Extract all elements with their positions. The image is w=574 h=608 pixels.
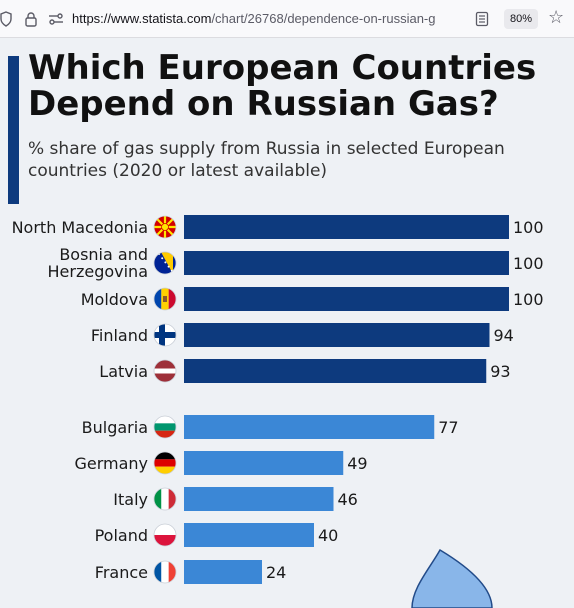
bar (184, 323, 490, 347)
browser-address-bar: https://www.statista.com/chart/26768/dep… (0, 0, 574, 38)
bar (184, 487, 334, 511)
bar (184, 251, 509, 275)
value-label: 24 (266, 563, 286, 582)
url-host: https://www.statista.com (72, 11, 212, 26)
category-label: Moldova (81, 290, 148, 309)
value-label: 49 (347, 454, 367, 473)
latvia-flag-icon (153, 359, 177, 383)
category-label: Finland (91, 326, 148, 345)
value-label: 46 (338, 490, 358, 509)
lock-icon[interactable] (24, 10, 38, 28)
value-label: 77 (438, 418, 458, 437)
category-label: Italy (113, 490, 148, 509)
italy-flag-icon (153, 487, 177, 511)
bar (184, 359, 487, 383)
value-label: 94 (494, 326, 514, 345)
bar (184, 415, 435, 439)
gas-drop-graphic (411, 548, 493, 608)
value-label: 40 (318, 526, 338, 545)
category-label: Poland (95, 526, 148, 545)
shield-icon[interactable] (0, 10, 12, 28)
bookmark-star-icon[interactable]: ☆ (548, 7, 565, 28)
finland-flag-icon (153, 323, 177, 347)
bulgaria-flag-icon (153, 415, 177, 439)
poland-flag-icon (153, 523, 177, 547)
url-path: /chart/26768/dependence-on-russian-g (211, 11, 436, 26)
value-label: 100 (513, 254, 544, 273)
value-label: 93 (490, 362, 510, 381)
zoom-level-button[interactable]: 80% (504, 9, 539, 29)
category-label: France (95, 563, 148, 582)
category-label: Bulgaria (82, 418, 148, 437)
url-field[interactable]: https://www.statista.com/chart/26768/dep… (72, 10, 468, 28)
chart-subtitle: % share of gas supply from Russia in sel… (28, 139, 505, 181)
moldova-flag-icon (153, 287, 177, 311)
bar (184, 215, 509, 239)
category-label: Latvia (99, 362, 148, 381)
bar (184, 287, 509, 311)
bar-chart: 100 North Macedonia 100 Bosnia and Herzegovi… (12, 215, 544, 584)
category-label: North Macedonia (12, 218, 148, 237)
title-accent-bar (8, 56, 19, 204)
value-label: 100 (513, 218, 544, 237)
north-macedonia-flag-icon (153, 215, 177, 239)
bosnia-flag-icon (153, 251, 177, 275)
value-label: 100 (513, 290, 544, 309)
category-label: Germany (74, 454, 148, 473)
germany-flag-icon (153, 451, 177, 475)
chart-title: Which European Countries Depend on Russi… (28, 48, 537, 124)
france-flag-icon (153, 560, 177, 584)
bar (184, 451, 344, 475)
permissions-icon[interactable] (48, 10, 64, 28)
reader-view-icon[interactable] (474, 9, 490, 29)
bar (184, 560, 262, 584)
bar (184, 523, 314, 547)
category-label: Bosnia and Herzegovina (48, 245, 149, 281)
